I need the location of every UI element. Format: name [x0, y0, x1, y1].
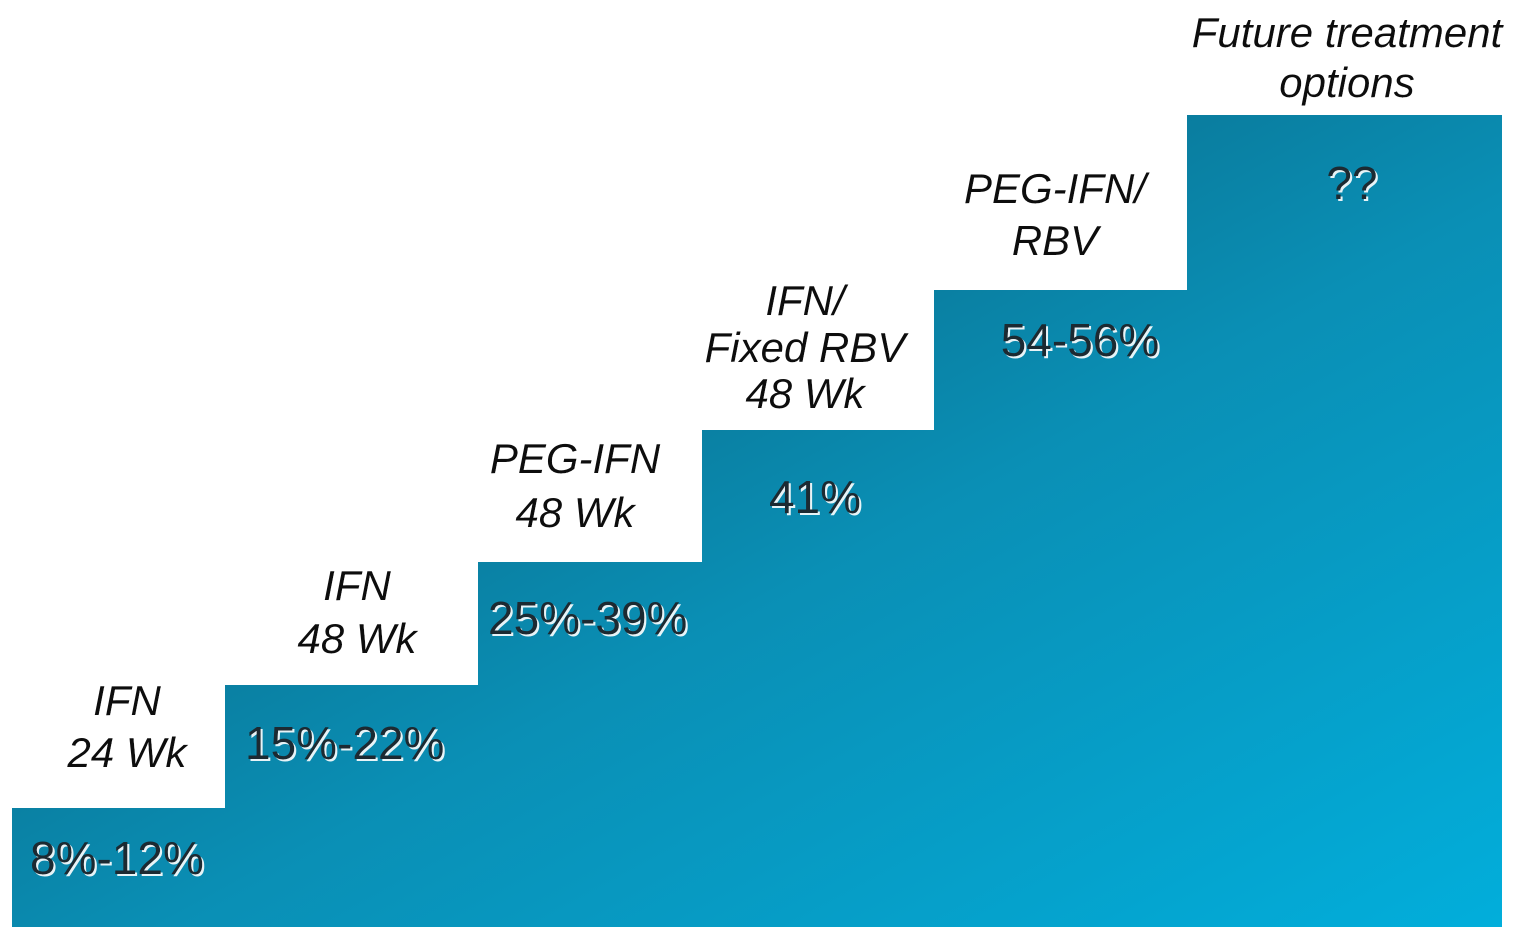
step-label: PEG-IFN — [490, 435, 661, 482]
step-label: RBV — [1012, 217, 1102, 264]
step-label: 48 Wk — [745, 370, 866, 417]
step-label: PEG-IFN/ — [964, 165, 1150, 212]
step-value: 15%-22% — [245, 717, 444, 769]
step-value: 8%-12% — [30, 832, 204, 884]
step-value: 54-56% — [1001, 314, 1160, 366]
step-label: options — [1279, 59, 1414, 106]
step-label: IFN/ — [765, 277, 849, 324]
step-label: 48 Wk — [515, 489, 636, 536]
step-value: ?? — [1326, 157, 1377, 209]
step-label: Fixed RBV — [705, 324, 910, 371]
step-label: Future treatment — [1192, 9, 1505, 56]
step-label: IFN — [323, 562, 391, 609]
step-value: 41% — [769, 471, 861, 523]
step-label: IFN — [93, 677, 161, 724]
step-value: 25%-39% — [488, 592, 687, 644]
step-label: 24 Wk — [66, 729, 188, 776]
staircase — [12, 115, 1502, 927]
step-label: 48 Wk — [297, 615, 418, 662]
